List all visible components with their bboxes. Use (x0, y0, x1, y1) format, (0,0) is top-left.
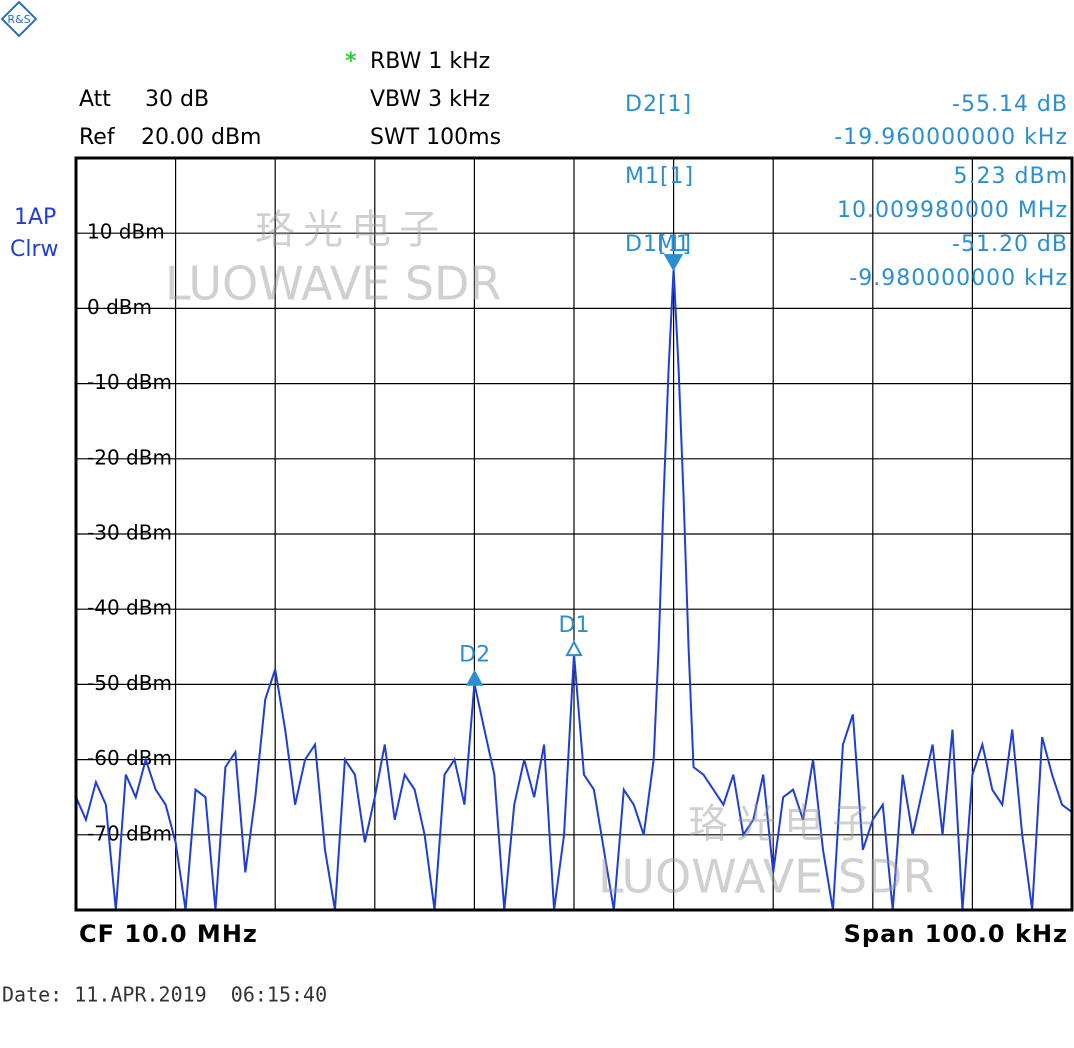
center-frequency: CF 10.0 MHz (79, 920, 258, 948)
vbw: VBW 3 kHz (370, 87, 490, 112)
marker-label: D1 (559, 613, 590, 638)
watermark-cn: 珞光电子 (688, 801, 880, 847)
marker-table-label: D2[1] (625, 92, 692, 117)
y-tick-label: -30 dBm (87, 521, 172, 545)
y-tick-label: -40 dBm (87, 596, 172, 620)
watermark-cn: 珞光电子 (255, 207, 447, 253)
y-tick-label: -60 dBm (87, 746, 172, 770)
marker-label: M1 (657, 232, 690, 257)
y-tick-label: 10 dBm (87, 220, 165, 244)
marker-table-value: -51.20 dB (952, 232, 1068, 257)
trace-info: 1AP (14, 205, 56, 230)
marker-label: D2 (459, 643, 490, 668)
trace (75, 269, 1073, 911)
y-tick-label: -10 dBm (87, 370, 172, 394)
y-tick-label: -20 dBm (87, 445, 172, 469)
rbw: RBW 1 kHz (370, 49, 490, 74)
marker-table-label: M1[1] (625, 164, 694, 189)
plot-frame (74, 156, 1074, 912)
watermark-en: LUOWAVE SDR (598, 850, 934, 904)
att-value: 30 dB (145, 87, 209, 112)
span: Span 100.0 kHz (844, 920, 1068, 948)
marker (565, 639, 583, 657)
svg-text:R&S: R&S (7, 13, 30, 26)
marker (663, 254, 684, 272)
watermark: 珞光电子 LUOWAVE SDR 珞光电子 LUOWAVE SDR (165, 207, 934, 904)
y-tick-label: -70 dBm (87, 821, 172, 845)
marker-table-offset: 10.009980000 MHz (837, 198, 1068, 223)
date: Date: 11.APR.2019 06:15:40 (2, 983, 327, 1007)
marker-table-offset: -19.960000000 kHz (834, 125, 1068, 150)
logo: R&S (0, 0, 38, 38)
plot: 10 dBm 0 dBm -10 dBm -20 dBm -30 dBm -40 dBm -… (74, 156, 1074, 912)
att-label: Att (79, 87, 111, 112)
marker-table-value: 5.23 dBm (954, 164, 1068, 189)
marker (465, 669, 484, 686)
ref-label: Ref (79, 125, 116, 150)
watermark-en: LUOWAVE SDR (165, 257, 501, 311)
marker-table-label: D1[1] (625, 232, 692, 257)
swt: SWT 100ms (370, 125, 501, 150)
y-tick-label: -50 dBm (87, 671, 172, 695)
y-tick-label: 0 dBm (87, 295, 152, 319)
ref-value: 20.00 dBm (141, 125, 261, 150)
trace-info: Clrw (10, 237, 59, 262)
marker-table-offset: -9.980000000 kHz (849, 266, 1068, 291)
marker-table-value: -55.14 dB (952, 92, 1068, 117)
rbw-flag: * (345, 49, 357, 74)
